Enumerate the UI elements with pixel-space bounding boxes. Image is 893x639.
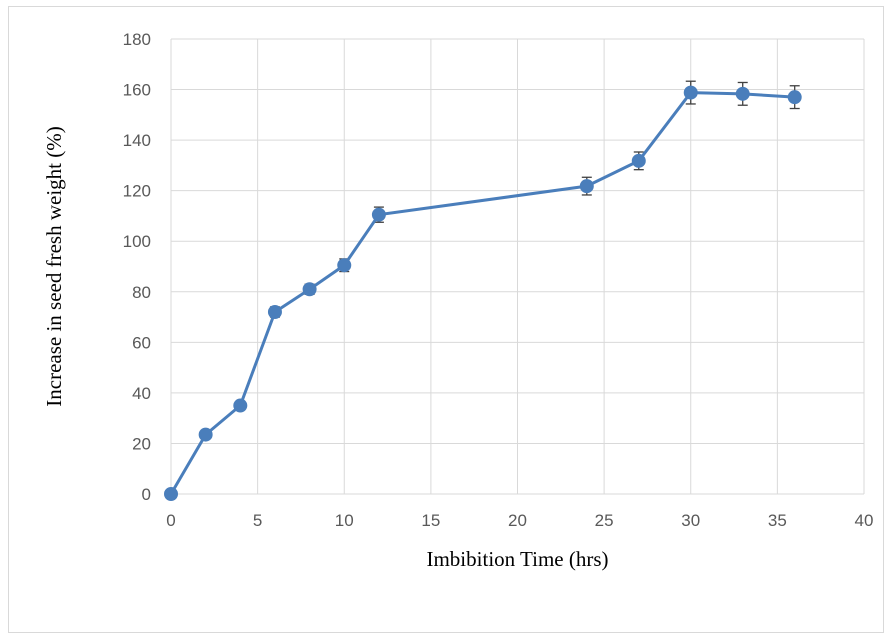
y-tick-label: 20	[132, 434, 151, 453]
chart-area: 0 20 40 60 80 100 120 140 160 180 0 5 10 15 20 25 30 35 40…	[8, 6, 884, 633]
y-axis-title: Increase in seed fresh weight (%)	[42, 126, 66, 406]
x-tick-label: 35	[768, 511, 787, 530]
data-point	[371, 207, 386, 222]
tick-labels: 0 20 40 60 80 100 120 140 160 180 0 5 10 15 20 25 30 35 40	[123, 30, 874, 530]
data-point	[233, 398, 248, 413]
data-point	[198, 427, 213, 442]
y-tick-label: 60	[132, 333, 151, 352]
x-tick-label: 10	[335, 511, 354, 530]
gridlines	[170, 38, 865, 495]
data-point	[302, 282, 317, 297]
y-tick-label: 0	[142, 485, 151, 504]
x-tick-label: 40	[855, 511, 874, 530]
data-point	[735, 86, 750, 101]
y-tick-label: 180	[123, 30, 151, 49]
x-tick-label: 20	[508, 511, 527, 530]
x-tick-label: 30	[681, 511, 700, 530]
data-point	[683, 85, 698, 100]
series-line	[169, 91, 795, 495]
data-series	[164, 85, 802, 501]
x-tick-label: 25	[595, 511, 614, 530]
y-tick-label: 40	[132, 384, 151, 403]
y-tick-label: 160	[123, 81, 151, 100]
x-tick-label: 15	[421, 511, 440, 530]
x-tick-label: 5	[253, 511, 262, 530]
data-point	[787, 90, 802, 105]
data-point	[579, 179, 594, 194]
y-tick-label: 80	[132, 283, 151, 302]
line-chart: 0 20 40 60 80 100 120 140 160 180 0 5 10 15 20 25 30 35 40…	[42, 30, 874, 571]
x-tick-label: 0	[166, 511, 175, 530]
error-bars	[200, 80, 800, 440]
y-tick-label: 140	[123, 131, 151, 150]
y-tick-label: 100	[123, 232, 151, 251]
y-tick-label: 120	[123, 182, 151, 201]
data-point	[631, 153, 646, 168]
data-point	[164, 487, 178, 501]
x-axis-title: Imbibition Time (hrs)	[426, 547, 608, 571]
data-point	[267, 305, 282, 319]
data-point	[337, 258, 352, 273]
